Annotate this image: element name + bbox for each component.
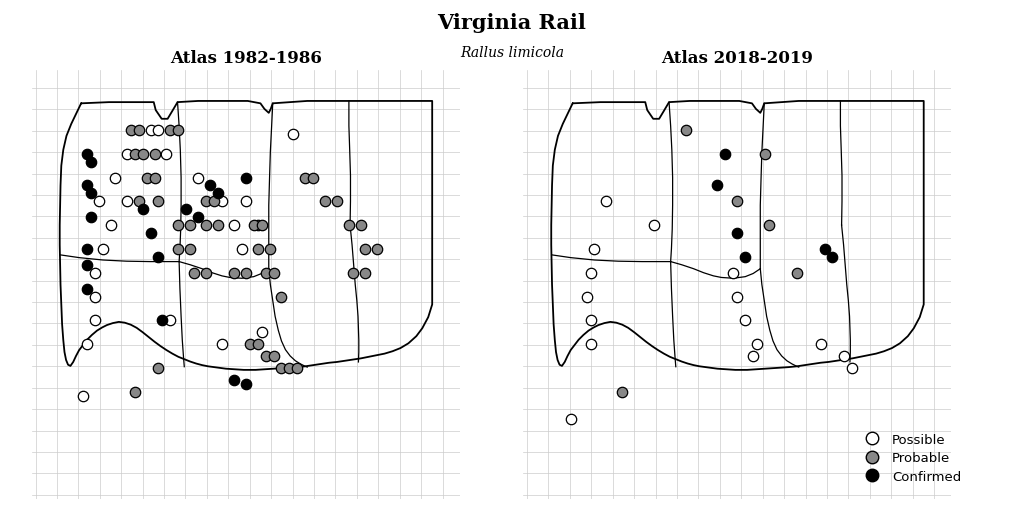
Text: Virginia Rail: Virginia Rail xyxy=(437,13,587,33)
Legend: Possible, Probable, Confirmed: Possible, Probable, Confirmed xyxy=(854,428,967,488)
Title: Atlas 1982-1986: Atlas 1982-1986 xyxy=(170,50,322,67)
Title: Atlas 2018-2019: Atlas 2018-2019 xyxy=(662,50,813,67)
Text: Rallus limicola: Rallus limicola xyxy=(460,46,564,60)
